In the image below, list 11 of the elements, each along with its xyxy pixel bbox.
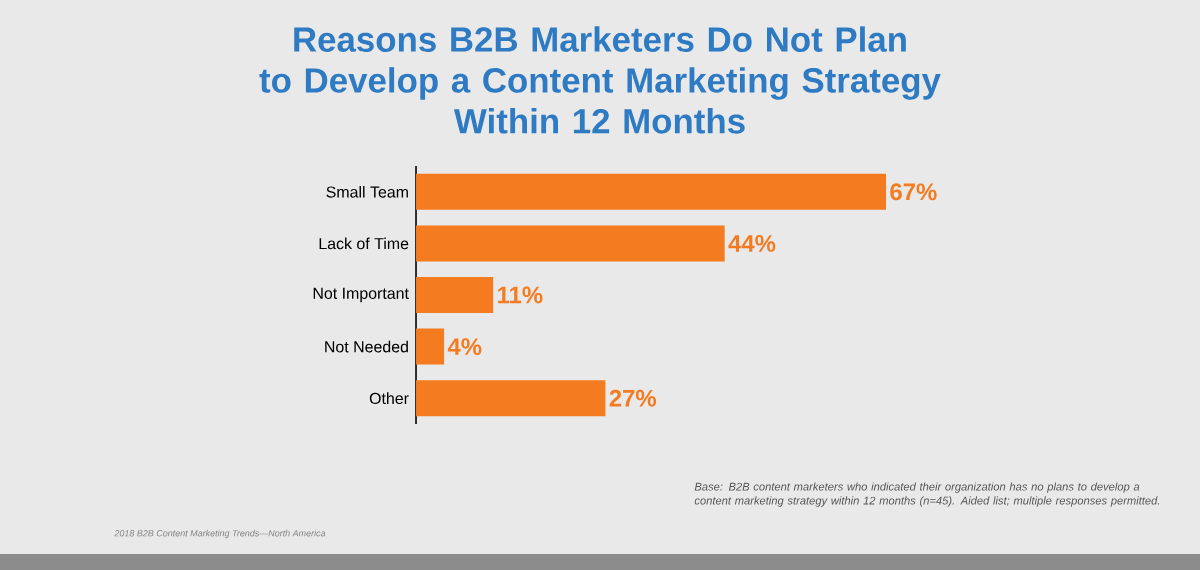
bar [416, 380, 606, 417]
data-label: 67% [890, 183, 937, 201]
chart-title: Reasons B2B Marketers Do Not Plan to Develop a Content Marketing Strategy Within 12 Months [259, 26, 941, 134]
bar [416, 328, 445, 365]
data-label: 11% [498, 286, 543, 304]
bar [416, 173, 886, 210]
data-label: 44% [728, 235, 776, 252]
bar [416, 277, 494, 314]
bar [416, 225, 725, 262]
data-label: 4% [447, 338, 482, 356]
data-label: 27% [609, 389, 657, 407]
